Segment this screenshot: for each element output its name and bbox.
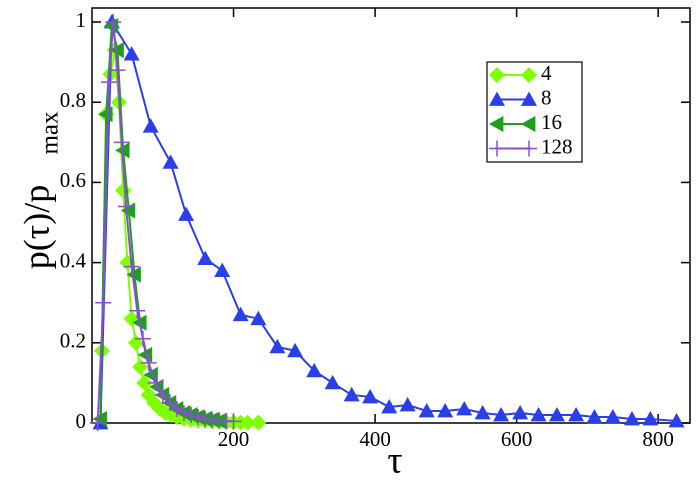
data-point: [232, 306, 249, 322]
legend-label: 16: [541, 110, 562, 134]
series-line: [96, 21, 234, 424]
data-point: [604, 408, 621, 424]
data-point: [123, 258, 140, 275]
legend-marker: [521, 116, 536, 132]
data-point: [100, 74, 117, 91]
legend-marker: [489, 116, 504, 132]
legend-box: [486, 61, 583, 163]
legend-marker: [489, 140, 505, 157]
data-point: [176, 404, 192, 421]
data-point: [225, 413, 242, 430]
data-point: [343, 386, 360, 402]
y-axis-label-sub: max: [37, 111, 64, 155]
data-point: [113, 134, 130, 151]
data-point: [147, 374, 164, 391]
y-tick-label: 0.2: [60, 329, 86, 353]
legend-label: 128: [541, 134, 573, 158]
data-point: [493, 406, 510, 422]
y-axis-label: p(τ)/p: [16, 185, 56, 269]
legend-label: 8: [541, 85, 552, 109]
data-point: [456, 400, 473, 416]
x-tick-label: 200: [218, 427, 250, 451]
data-point: [89, 415, 106, 431]
data-point: [568, 406, 585, 422]
data-point: [183, 406, 200, 423]
data-point: [123, 46, 140, 61]
data-point: [239, 414, 256, 431]
data-point: [132, 358, 149, 375]
y-tick-label: 0.8: [60, 88, 86, 112]
data-point: [381, 398, 398, 414]
legend-marker: [489, 67, 505, 83]
data-point: [178, 206, 195, 221]
y-tick-label: 1: [76, 8, 87, 32]
x-axis-label: τ: [387, 440, 402, 482]
data-point: [306, 362, 323, 378]
legend-marker: [489, 91, 505, 106]
y-tick-label: 0: [76, 409, 87, 433]
data-point: [362, 388, 379, 404]
data-point: [668, 412, 685, 428]
data-point: [623, 410, 640, 426]
x-tick-label: 800: [642, 427, 674, 451]
data-point: [324, 374, 341, 390]
data-point: [142, 118, 159, 133]
data-point: [250, 310, 267, 326]
data-point: [154, 386, 171, 403]
data-point: [115, 182, 132, 199]
data-point: [168, 400, 185, 417]
data-point: [530, 406, 547, 422]
y-tick-label: 0.6: [60, 168, 86, 192]
y-axis-label-group: p(τ)/p max: [16, 111, 63, 269]
data-point: [269, 338, 286, 354]
data-point: [287, 342, 304, 358]
data-point: [127, 334, 144, 351]
data-point: [399, 396, 416, 412]
y-tick-label: 0.4: [60, 248, 87, 272]
data-point: [642, 410, 659, 426]
series-line: [99, 18, 677, 424]
legend-marker: [521, 140, 537, 157]
data-point: [437, 402, 454, 418]
data-point: [586, 408, 603, 424]
legend-marker: [521, 91, 537, 106]
data-point: [474, 404, 491, 420]
data-point: [105, 14, 122, 31]
legend-label: 4: [541, 61, 552, 85]
x-tick-label: 400: [359, 427, 391, 451]
data-point: [214, 262, 231, 278]
data-point: [109, 62, 126, 79]
data-point: [117, 198, 134, 215]
legend-marker: [521, 67, 537, 83]
data-point: [134, 330, 151, 347]
data-point: [548, 406, 565, 422]
data-point: [204, 411, 221, 428]
x-tick-label: 600: [501, 427, 533, 451]
data-point: [136, 374, 153, 391]
data-point: [129, 302, 146, 319]
data-point: [418, 402, 435, 418]
data-point: [512, 404, 529, 420]
data-point: [162, 154, 179, 169]
data-point: [95, 294, 112, 311]
plot-frame: [91, 7, 691, 424]
data-point: [197, 250, 214, 266]
data-point: [250, 414, 267, 431]
data-point: [140, 354, 157, 371]
data-point: [197, 410, 214, 427]
data-point: [190, 408, 207, 425]
series-line: [100, 49, 259, 424]
